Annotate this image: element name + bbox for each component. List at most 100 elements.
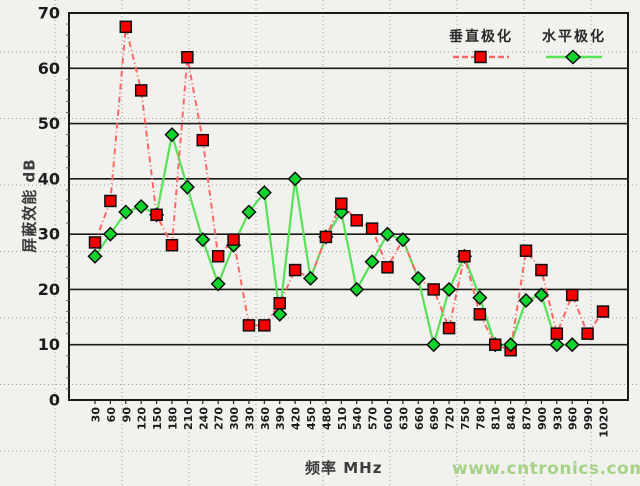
x-tick-label-1020: 1020 <box>597 407 610 438</box>
point-horizontal-840MHz <box>503 337 519 353</box>
x-tick-label-720: 720 <box>444 407 457 430</box>
point-horizontal-360MHz <box>256 185 272 201</box>
x-tick-label-570: 570 <box>367 407 380 430</box>
point-vertical-180MHz <box>165 238 179 252</box>
x-tick-label-330: 330 <box>243 407 256 430</box>
x-tick-label-390: 390 <box>274 407 287 430</box>
x-tick-label-210: 210 <box>182 407 195 430</box>
x-tick-label-600: 600 <box>382 407 395 430</box>
point-horizontal-210MHz <box>179 179 195 195</box>
point-vertical-810MHz <box>488 338 502 351</box>
point-vertical-780MHz <box>473 308 487 321</box>
point-horizontal-90MHz <box>118 204 134 220</box>
point-vertical-540MHz <box>350 214 363 227</box>
y-tick-label-20: 20 <box>38 280 60 299</box>
y-tick-label-60: 60 <box>38 59 60 78</box>
point-vertical-420MHz <box>288 263 302 277</box>
y-tick-label-30: 30 <box>38 225 60 244</box>
point-horizontal-450MHz <box>302 270 319 286</box>
point-vertical-330MHz <box>242 319 256 332</box>
x-tick-label-780: 780 <box>474 407 487 430</box>
x-tick-label-60: 60 <box>105 407 118 423</box>
x-axis-title: 频率 MHz <box>305 459 383 477</box>
point-horizontal-630MHz <box>395 232 411 248</box>
y-tick-label-0: 0 <box>49 391 60 410</box>
point-horizontal-420MHz <box>287 171 303 187</box>
point-horizontal-540MHz <box>349 281 365 297</box>
y-tick-label-10: 10 <box>38 335 60 354</box>
point-vertical-90MHz <box>119 20 133 34</box>
point-vertical-120MHz <box>134 84 148 97</box>
point-horizontal-180MHz <box>164 127 180 143</box>
x-tick-label-180: 180 <box>166 407 179 430</box>
point-vertical-570MHz <box>365 222 379 235</box>
point-horizontal-600MHz <box>379 226 396 242</box>
point-horizontal-570MHz <box>364 254 380 270</box>
x-tick-label-240: 240 <box>197 407 210 430</box>
x-tick-label-420: 420 <box>290 407 303 430</box>
point-horizontal-960MHz <box>564 337 580 353</box>
point-vertical-600MHz <box>381 261 394 274</box>
point-horizontal-660MHz <box>410 270 426 286</box>
x-tick-label-810: 810 <box>490 407 503 430</box>
point-vertical-720MHz <box>442 321 456 335</box>
x-tick-label-900: 900 <box>536 407 549 430</box>
point-vertical-300MHz <box>227 233 240 246</box>
point-vertical-30MHz <box>88 236 102 249</box>
point-vertical-360MHz <box>258 319 271 332</box>
point-horizontal-120MHz <box>133 198 149 215</box>
y-axis-title: 屏蔽效能 dB <box>20 158 39 253</box>
point-vertical-210MHz <box>181 50 194 64</box>
series-line-horizontal-polarization <box>94 134 573 346</box>
point-vertical-510MHz <box>335 197 348 210</box>
x-tick-label-90: 90 <box>120 407 133 423</box>
point-vertical-60MHz <box>104 194 117 208</box>
x-tick-label-300: 300 <box>228 407 241 430</box>
x-tick-label-750: 750 <box>459 407 472 430</box>
plot-border <box>68 12 629 401</box>
point-horizontal-900MHz <box>533 287 549 303</box>
y-tick-label-70: 70 <box>38 4 60 23</box>
x-tick-label-150: 150 <box>151 407 164 430</box>
point-horizontal-330MHz <box>241 204 257 220</box>
point-vertical-690MHz <box>427 283 440 296</box>
x-tick-label-840: 840 <box>505 407 518 430</box>
point-vertical-1020MHz <box>596 305 610 318</box>
watermark-text: www.cntronics.com <box>452 459 640 479</box>
x-tick-label-270: 270 <box>213 407 226 430</box>
point-vertical-390MHz <box>273 297 286 310</box>
x-tick-label-360: 360 <box>259 407 272 430</box>
x-tick-label-960: 960 <box>567 407 580 430</box>
point-vertical-750MHz <box>458 250 471 263</box>
point-horizontal-30MHz <box>87 248 103 264</box>
point-horizontal-60MHz <box>102 226 118 242</box>
x-tick-label-870: 870 <box>521 407 534 430</box>
point-horizontal-870MHz <box>518 292 534 309</box>
point-vertical-270MHz <box>211 250 225 263</box>
point-horizontal-270MHz <box>210 276 226 292</box>
x-tick-label-30: 30 <box>90 407 103 423</box>
x-tick-label-990: 990 <box>582 407 595 430</box>
y-tick-label-50: 50 <box>38 114 60 133</box>
x-tick-label-480: 480 <box>320 407 333 430</box>
point-vertical-150MHz <box>150 208 163 222</box>
x-tick-label-690: 690 <box>428 407 441 430</box>
series-line-vertical-polarization <box>94 26 604 352</box>
point-vertical-900MHz <box>535 263 548 277</box>
point-vertical-990MHz <box>581 327 594 340</box>
x-tick-label-450: 450 <box>305 407 318 430</box>
point-horizontal-780MHz <box>472 290 488 306</box>
y-tick-label-40: 40 <box>38 169 60 188</box>
x-tick-label-630: 630 <box>397 407 410 430</box>
x-tick-label-930: 930 <box>551 407 564 430</box>
point-horizontal-720MHz <box>441 281 457 297</box>
x-tick-label-120: 120 <box>136 407 149 430</box>
point-vertical-480MHz <box>319 230 333 244</box>
point-vertical-240MHz <box>196 133 210 147</box>
x-tick-label-510: 510 <box>336 407 349 430</box>
x-tick-label-540: 540 <box>351 407 364 430</box>
point-vertical-870MHz <box>519 244 533 257</box>
point-vertical-930MHz <box>550 327 564 340</box>
